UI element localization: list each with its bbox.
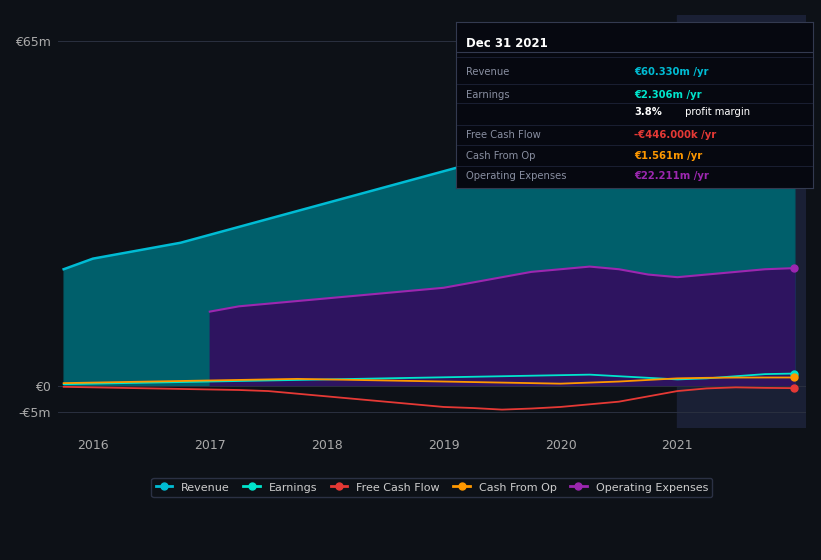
Text: -€446.000k /yr: -€446.000k /yr bbox=[635, 130, 717, 140]
Text: €1.561m /yr: €1.561m /yr bbox=[635, 151, 703, 161]
Text: €2.306m /yr: €2.306m /yr bbox=[635, 90, 702, 100]
Text: profit margin: profit margin bbox=[682, 106, 750, 116]
Text: €60.330m /yr: €60.330m /yr bbox=[635, 67, 709, 77]
Text: Operating Expenses: Operating Expenses bbox=[466, 171, 566, 181]
Text: Free Cash Flow: Free Cash Flow bbox=[466, 130, 541, 140]
Text: Revenue: Revenue bbox=[466, 67, 510, 77]
Text: 3.8%: 3.8% bbox=[635, 106, 662, 116]
Bar bbox=[677, 15, 806, 428]
Text: €22.211m /yr: €22.211m /yr bbox=[635, 171, 709, 181]
Text: Cash From Op: Cash From Op bbox=[466, 151, 536, 161]
Text: Earnings: Earnings bbox=[466, 90, 510, 100]
Text: Dec 31 2021: Dec 31 2021 bbox=[466, 38, 548, 50]
Legend: Revenue, Earnings, Free Cash Flow, Cash From Op, Operating Expenses: Revenue, Earnings, Free Cash Flow, Cash … bbox=[151, 478, 713, 497]
